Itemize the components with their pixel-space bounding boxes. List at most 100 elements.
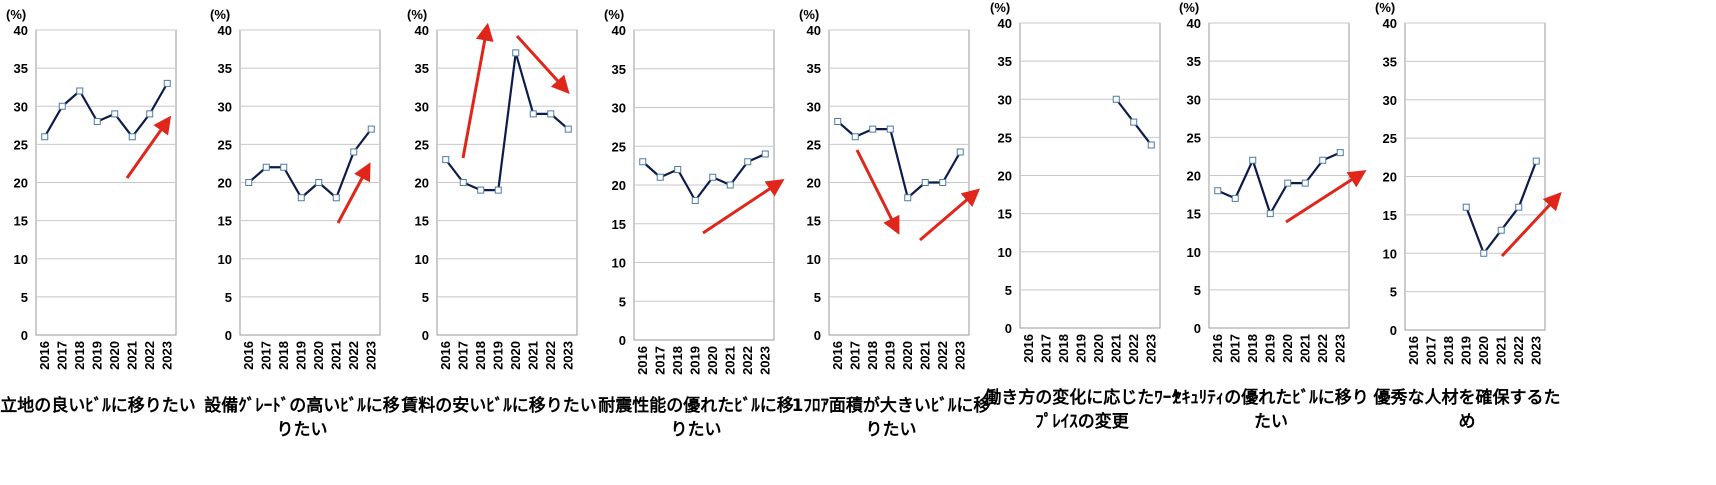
data-point — [956, 148, 964, 156]
data-point — [494, 186, 502, 194]
y-tick-label: 0 — [619, 333, 626, 348]
y-unit-label: (%) — [799, 7, 819, 22]
y-tick-label: 0 — [1005, 321, 1012, 336]
data-point — [128, 133, 136, 141]
x-tick-label: 2021 — [1108, 334, 1123, 363]
x-tick-label: 2019 — [1073, 334, 1088, 363]
trend-arrow — [515, 34, 570, 94]
series-line — [1465, 160, 1538, 255]
chart-title: 耐震性能の優れたﾋﾞﾙに移りたい — [598, 396, 794, 440]
x-tick-label: 2022 — [935, 341, 950, 370]
y-tick-label: 30 — [612, 101, 626, 116]
x-tick-label: 2023 — [1332, 334, 1347, 363]
chart-title: ｾｷｭﾘﾃｨの優れたﾋﾞﾙに移りたい — [1173, 388, 1369, 432]
y-tick-label: 35 — [415, 61, 429, 76]
x-tick-label: 2017 — [455, 341, 470, 370]
x-tick-label: 2018 — [1245, 334, 1260, 363]
data-point — [674, 166, 682, 173]
y-tick-label: 40 — [415, 23, 429, 38]
y-tick-label: 10 — [415, 252, 429, 267]
data-point — [639, 158, 647, 166]
x-tick-label: 2020 — [900, 341, 915, 370]
y-tick-label: 0 — [422, 328, 429, 343]
data-point — [1462, 203, 1470, 211]
y-tick-label: 20 — [14, 176, 28, 191]
data-point — [76, 87, 84, 95]
chart-title: 働き方の変化に応じたﾜｰｸﾌﾟﾚｲｽの変更 — [984, 388, 1180, 432]
trend-arrow — [336, 162, 371, 224]
x-tick-label: 2016 — [1406, 336, 1421, 365]
y-tick-label: 5 — [422, 290, 429, 305]
y-unit-label: (%) — [604, 7, 624, 22]
trend-arrow — [919, 188, 981, 242]
data-point — [547, 110, 555, 118]
x-tick-label: 2023 — [757, 346, 772, 375]
x-tick-label: 2023 — [560, 341, 575, 370]
x-tick-label: 2021 — [328, 341, 343, 370]
series-line — [1217, 151, 1341, 215]
data-point — [1319, 156, 1327, 164]
x-tick-label: 2023 — [1528, 336, 1543, 365]
x-tick-label: 2016 — [830, 341, 845, 370]
y-tick-label: 35 — [1383, 54, 1397, 69]
x-tick-label: 2018 — [1056, 334, 1071, 363]
y-tick-label: 15 — [14, 214, 28, 229]
x-tick-label: 2016 — [438, 341, 453, 370]
series-line — [837, 120, 962, 199]
x-tick-label: 2017 — [847, 341, 862, 370]
x-tick-label: 2023 — [159, 341, 174, 370]
x-tick-label: 2020 — [508, 341, 523, 370]
x-tick-label: 2017 — [258, 341, 273, 370]
x-tick-label: 2018 — [473, 341, 488, 370]
data-point — [1147, 141, 1155, 149]
data-point — [1336, 149, 1344, 157]
x-tick-label: 2022 — [142, 341, 157, 370]
y-tick-label: 15 — [415, 214, 429, 229]
data-point — [691, 197, 699, 204]
x-tick-label: 2020 — [1091, 334, 1106, 363]
y-tick-label: 15 — [1383, 208, 1397, 223]
data-point — [512, 49, 520, 57]
data-point — [41, 133, 49, 141]
y-tick-label: 0 — [225, 328, 232, 343]
y-tick-label: 35 — [218, 61, 232, 76]
data-point — [1480, 249, 1488, 257]
x-tick-label: 2017 — [1423, 336, 1438, 365]
y-tick-label: 0 — [1390, 323, 1397, 338]
y-tick-label: 15 — [807, 214, 821, 229]
data-point — [111, 110, 119, 118]
data-point — [1214, 187, 1222, 195]
x-tick-label: 2021 — [1493, 336, 1508, 365]
y-tick-label: 35 — [1187, 54, 1201, 69]
data-point — [869, 125, 877, 133]
data-point — [744, 158, 752, 166]
y-tick-label: 25 — [415, 137, 429, 152]
x-tick-label: 2016 — [37, 341, 52, 370]
y-tick-label: 25 — [218, 137, 232, 152]
y-tick-label: 20 — [807, 176, 821, 191]
chart-title: 優秀な人材を確保するため — [1373, 388, 1561, 432]
y-tick-label: 5 — [619, 294, 626, 309]
trend-arrow — [125, 115, 172, 179]
data-point — [459, 179, 467, 186]
x-tick-label: 2022 — [1315, 334, 1330, 363]
y-tick-label: 0 — [21, 328, 28, 343]
x-tick-label: 2018 — [276, 341, 291, 370]
trend-arrow — [1500, 192, 1562, 258]
data-point — [529, 110, 537, 118]
data-point — [315, 179, 323, 186]
y-tick-label: 25 — [807, 137, 821, 152]
data-point — [58, 102, 66, 110]
y-tick-label: 25 — [612, 139, 626, 154]
x-tick-label: 2020 — [1280, 334, 1295, 363]
x-tick-label: 2022 — [740, 346, 755, 375]
y-tick-label: 15 — [612, 217, 626, 232]
data-point — [1515, 203, 1523, 211]
